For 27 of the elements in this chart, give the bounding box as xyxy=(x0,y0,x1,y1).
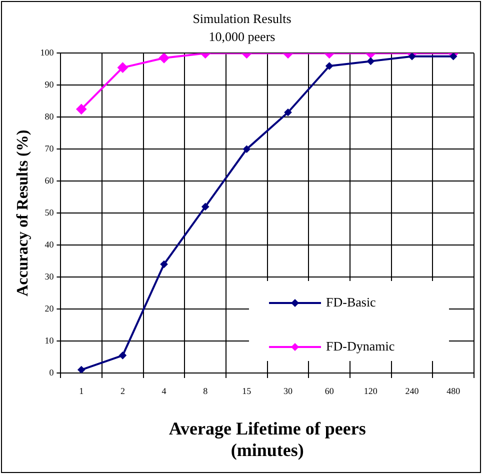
x-tick-label: 4 xyxy=(162,386,167,396)
x-tick-label: 30 xyxy=(284,386,294,396)
y-tick-label: 50 xyxy=(44,207,54,218)
chart-subtitle: 10,000 peers xyxy=(208,28,276,44)
x-axis-title: Average Lifetime of peers (minutes) xyxy=(168,418,366,460)
y-tick-label: 100 xyxy=(40,48,54,58)
x-tick-label: 60 xyxy=(324,386,334,396)
y-tick-label: 30 xyxy=(44,271,54,282)
x-tick-label: 8 xyxy=(203,386,208,396)
y-tick-label: 90 xyxy=(44,80,54,90)
chart-title: Simulation Results xyxy=(192,11,292,26)
y-tick-label: 60 xyxy=(44,175,54,186)
legend-label: FD-Basic xyxy=(326,294,376,310)
y-tick-label: 10 xyxy=(44,335,54,346)
y-tick-label: 70 xyxy=(44,144,54,154)
y-tick-label: 80 xyxy=(44,112,54,122)
x-tick-label: 240 xyxy=(405,386,420,396)
x-tick-label: 15 xyxy=(242,386,252,396)
y-tick-label: 20 xyxy=(44,303,54,314)
x-tick-label: 480 xyxy=(446,386,461,396)
y-tick-label: 40 xyxy=(44,239,54,250)
y-axis-title: Accuracy of Results (%) xyxy=(14,130,32,296)
x-tick-label: 2 xyxy=(120,386,125,396)
legend-label: FD-Dynamic xyxy=(326,338,395,354)
x-tick-label: 1 xyxy=(79,386,84,396)
y-tick-label: 0 xyxy=(49,367,54,378)
x-tick-label: 120 xyxy=(364,386,378,396)
